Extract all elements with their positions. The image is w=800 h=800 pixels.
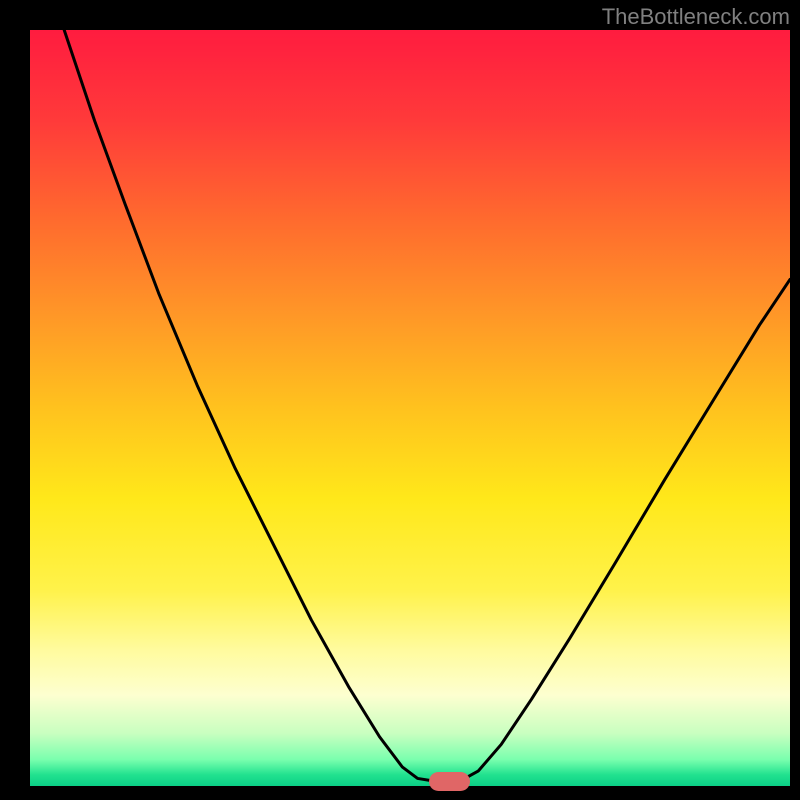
optimal-point-marker (429, 772, 471, 791)
chart-plot-area (30, 30, 790, 786)
bottleneck-curve (30, 30, 790, 786)
curve-path (64, 30, 790, 781)
watermark-text: TheBottleneck.com (602, 4, 790, 30)
